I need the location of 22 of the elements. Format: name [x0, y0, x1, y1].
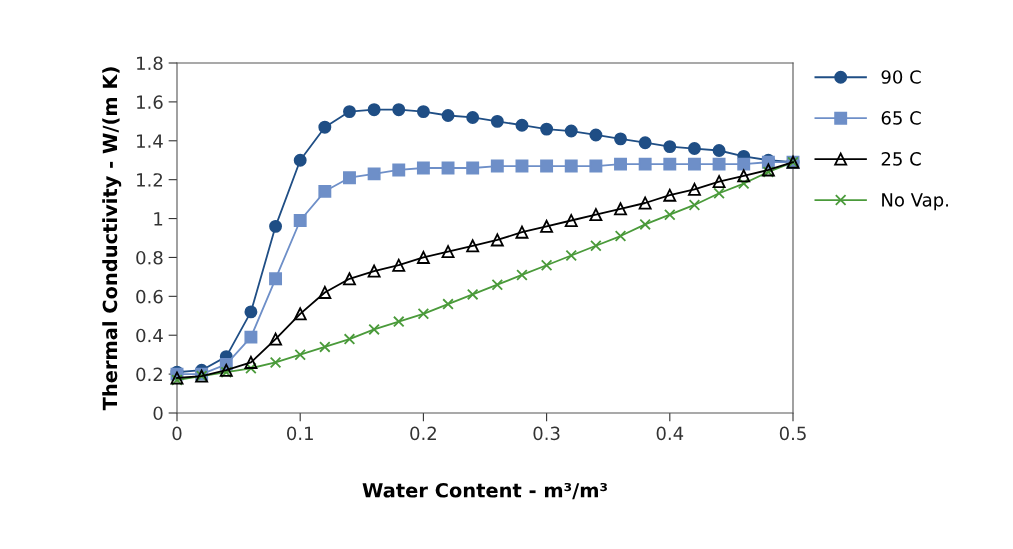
x-tick-label: 0.3 [533, 426, 560, 441]
y-tick-label: 1.4 [137, 134, 163, 148]
x-tick-label: 0.1 [287, 426, 313, 441]
legend-label: 25 C [881, 152, 921, 166]
x-tick-label: 0 [172, 426, 182, 441]
y-tick-label: 0.4 [136, 328, 163, 343]
x-tick-label: 0.4 [656, 426, 684, 441]
y-tick-label: 0.8 [136, 250, 163, 265]
legend-label: No Vap. [882, 193, 948, 211]
y-tick-label: 1.8 [137, 56, 163, 71]
y-axis-title: Thermal Conductivity - W/(m K) [102, 67, 122, 411]
x-axis-title: Water Content - m³/m³ [362, 482, 607, 500]
y-tick-label: 1.6 [137, 95, 163, 110]
y-tick-label: 1.2 [137, 173, 162, 187]
y-tick-label: 0.2 [136, 367, 162, 382]
x-tick-label: 0.5 [779, 426, 806, 441]
legend-label: 65 C [881, 111, 921, 125]
y-tick-label: 1 [154, 212, 163, 226]
x-tick-label: 0.2 [410, 426, 436, 441]
y-tick-label: 0.6 [136, 289, 163, 304]
y-tick-label: 0 [153, 406, 163, 421]
legend-label: 90 C [881, 70, 921, 84]
